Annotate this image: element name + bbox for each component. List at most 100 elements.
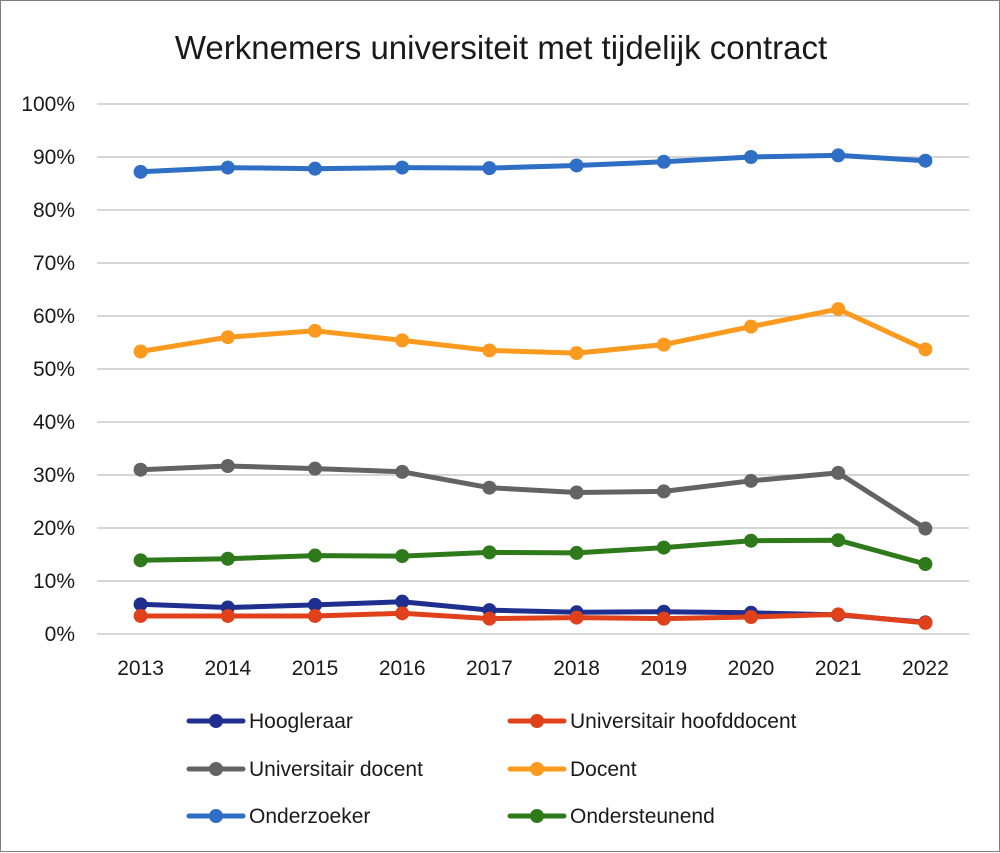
data-point-universitair-hoofddocent-2022: [918, 615, 933, 630]
data-point-ondersteunend-2022: [918, 557, 933, 572]
y-tick-label: 50%: [33, 358, 75, 381]
data-point-docent-2015: [308, 323, 322, 338]
y-tick-label: 40%: [33, 411, 75, 434]
x-tick-label: 2016: [379, 657, 426, 680]
data-point-docent-2018: [569, 346, 584, 361]
data-point-universitair-hoofddocent-2019: [656, 611, 671, 626]
y-axis-ticks: 0% 10% 20% 30% 40% 50% 60% 70% 80% 90% 100%: [21, 93, 75, 646]
data-point-docent-2022: [918, 342, 933, 357]
data-point-ondersteunend-2021: [831, 533, 846, 548]
series-docent: [133, 302, 933, 361]
data-point-universitair-docent-2014: [220, 458, 235, 473]
legend-label: Universitair docent: [249, 758, 423, 781]
series-hoogleraar: [133, 594, 933, 630]
data-point-onderzoeker-2015: [308, 161, 322, 176]
series-line-onderzoeker: [138, 152, 928, 175]
legend-marker-hoogleraar: [209, 714, 223, 728]
series-ondersteunend: [133, 533, 933, 572]
data-point-ondersteunend-2020: [744, 533, 758, 548]
series-line-docent: [138, 306, 928, 356]
data-point-onderzoeker-2020: [744, 150, 758, 164]
legend: Hoogleraar Universitair hoofddocent Univer…: [186, 710, 797, 828]
data-point-universitair-docent-2021: [831, 465, 846, 480]
legend-label: Ondersteunend: [570, 805, 715, 828]
data-point-onderzoeker-2014: [220, 160, 235, 175]
data-point-universitair-docent-2022: [918, 521, 933, 536]
y-tick-label: 80%: [33, 199, 75, 222]
x-tick-label: 2014: [204, 657, 251, 680]
data-point-universitair-hoofddocent-2020: [744, 610, 758, 625]
data-point-hoogleraar-2015: [308, 597, 322, 612]
data-point-onderzoeker-2017: [482, 161, 497, 176]
legend-item-universitair-hoofddocent: Universitair hoofddocent: [507, 710, 797, 733]
y-tick-label: 10%: [33, 570, 75, 593]
y-tick-label: 60%: [33, 305, 75, 328]
data-point-ondersteunend-2019: [656, 540, 671, 555]
y-tick-label: 30%: [33, 464, 75, 487]
legend-item-universitair-docent: Universitair docent: [186, 758, 423, 781]
chart-title: Werknemers universiteit met tijdelijk co…: [175, 29, 827, 66]
data-point-ondersteunend-2017: [482, 545, 497, 560]
x-axis-ticks: 2013 2014 2015 2016 2017 2018 2019 2020 2021 2022: [117, 657, 949, 680]
legend-label: Universitair hoofddocent: [570, 710, 797, 733]
y-tick-label: 100%: [21, 93, 75, 116]
data-point-docent-2020: [744, 319, 758, 334]
y-tick-label: 0%: [45, 623, 75, 646]
legend-item-onderzoeker: Onderzoeker: [186, 805, 370, 828]
data-point-docent-2013: [133, 344, 148, 359]
x-tick-label: 2019: [640, 657, 687, 680]
data-point-docent-2014: [220, 330, 235, 345]
data-point-hoogleraar-2016: [395, 594, 410, 609]
data-point-ondersteunend-2014: [220, 551, 235, 566]
data-point-docent-2016: [395, 333, 410, 348]
data-point-ondersteunend-2016: [395, 549, 410, 564]
x-tick-label: 2015: [292, 657, 339, 680]
data-point-universitair-docent-2016: [395, 464, 410, 479]
series-lines: [133, 148, 933, 630]
data-point-onderzoeker-2021: [831, 148, 846, 163]
legend-label: Onderzoeker: [249, 805, 370, 828]
legend-label: Docent: [570, 758, 637, 781]
data-point-universitair-hoofddocent-2015: [308, 608, 322, 623]
data-point-ondersteunend-2013: [133, 553, 148, 568]
data-point-onderzoeker-2013: [133, 164, 148, 179]
data-point-docent-2019: [656, 337, 671, 352]
x-tick-label: 2021: [815, 657, 862, 680]
legend-marker-universitair-hoofddocent: [530, 714, 544, 728]
series-universitair-hoofddocent: [133, 606, 933, 630]
data-point-universitair-hoofddocent-2021: [831, 607, 846, 622]
data-point-universitair-docent-2019: [656, 484, 671, 499]
data-point-universitair-docent-2020: [744, 473, 758, 488]
legend-item-docent: Docent: [507, 758, 637, 781]
data-point-universitair-docent-2017: [482, 480, 497, 495]
y-tick-label: 70%: [33, 252, 75, 275]
data-point-universitair-hoofddocent-2017: [482, 611, 497, 626]
data-point-ondersteunend-2015: [308, 548, 322, 563]
data-point-onderzoeker-2018: [569, 158, 584, 173]
series-onderzoeker: [133, 148, 933, 179]
data-point-hoogleraar-2013: [133, 597, 148, 612]
data-point-universitair-hoofddocent-2016: [395, 606, 410, 621]
data-point-docent-2017: [482, 343, 497, 358]
legend-item-hoogleraar: Hoogleraar: [186, 710, 353, 733]
data-point-universitair-docent-2015: [308, 461, 322, 476]
legend-marker-universitair-docent: [209, 762, 223, 776]
series-universitair-docent: [133, 458, 933, 536]
x-tick-label: 2017: [466, 657, 513, 680]
legend-marker-onderzoeker: [209, 809, 223, 823]
legend-marker-ondersteunend: [530, 809, 544, 823]
data-point-ondersteunend-2018: [569, 545, 584, 560]
data-point-universitair-docent-2018: [569, 485, 584, 500]
data-point-onderzoeker-2019: [656, 154, 671, 169]
x-tick-label: 2020: [728, 657, 775, 680]
data-point-onderzoeker-2022: [918, 153, 933, 168]
legend-marker-docent: [530, 762, 544, 776]
data-point-docent-2021: [831, 302, 846, 317]
data-point-universitair-hoofddocent-2014: [220, 608, 235, 623]
legend-label: Hoogleraar: [249, 710, 353, 733]
series-line-universitair-docent: [138, 463, 928, 531]
series-line-universitair-hoofddocent: [138, 610, 928, 626]
data-point-onderzoeker-2016: [395, 160, 410, 175]
